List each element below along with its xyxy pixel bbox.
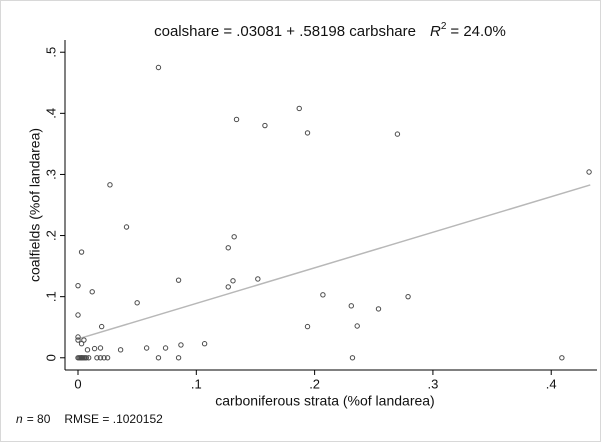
point <box>255 276 261 282</box>
point <box>84 347 91 353</box>
point <box>94 355 100 361</box>
point <box>123 224 130 230</box>
point <box>304 130 311 136</box>
point <box>107 182 113 188</box>
point <box>98 323 105 330</box>
point <box>405 293 411 300</box>
title-text: coalshare = .03081 + .58198 carbshare <box>154 23 416 40</box>
footnote-n: n <box>16 412 23 426</box>
point <box>155 64 162 71</box>
point <box>75 312 81 318</box>
point <box>155 355 162 361</box>
x-axis-label: carboniferous strata (%of landarea) <box>215 393 434 409</box>
point <box>296 105 302 112</box>
point <box>349 355 356 361</box>
point <box>201 341 208 347</box>
point <box>143 345 150 351</box>
point <box>97 345 104 351</box>
point <box>117 347 124 353</box>
point <box>134 300 140 306</box>
footnote-n-text: = 80 <box>27 412 51 426</box>
point <box>233 116 240 123</box>
point <box>104 355 111 361</box>
y-axis-label: coalfields (%of landarea) <box>27 128 43 282</box>
x-tick-label: 0 <box>74 376 81 391</box>
y-tick-label: .2 <box>43 230 58 241</box>
point <box>354 323 360 329</box>
point <box>175 355 182 361</box>
x-tick-label: .4 <box>546 376 557 391</box>
point <box>586 169 592 175</box>
point <box>89 289 95 295</box>
point <box>175 277 182 283</box>
point <box>225 245 231 251</box>
point <box>304 323 311 330</box>
point <box>81 337 87 343</box>
point <box>262 122 268 129</box>
y-tick-label: 0 <box>43 354 58 361</box>
y-tick-label: .3 <box>43 169 58 180</box>
r2-text: = 24.0% <box>450 23 505 40</box>
point <box>78 341 85 347</box>
point <box>75 334 81 340</box>
point <box>375 306 382 312</box>
point <box>231 234 237 240</box>
point <box>83 355 89 361</box>
footnote-rmse: RMSE = .1020152 <box>64 412 163 426</box>
point <box>85 355 92 361</box>
y-tick-label: .4 <box>43 108 58 119</box>
x-tick-label: .3 <box>427 376 438 391</box>
y-tick-label: .5 <box>43 47 58 58</box>
point <box>394 131 401 137</box>
point <box>78 249 85 255</box>
point <box>91 345 98 352</box>
point <box>559 355 565 361</box>
point <box>178 342 184 348</box>
y-tick-label: .1 <box>43 291 58 302</box>
point <box>75 337 81 343</box>
r2-superscript: 2 <box>441 21 447 32</box>
chart-title: coalshare = .03081 + .58198 carbshare R2 =… <box>154 21 506 40</box>
point <box>97 355 104 361</box>
x-tick-label: .1 <box>191 376 202 391</box>
point <box>225 284 231 290</box>
point <box>320 292 326 298</box>
point <box>348 303 354 309</box>
footnote: n = 80 RMSE = .1020152 <box>16 412 163 426</box>
r2-symbol: R <box>430 23 441 40</box>
point <box>101 355 107 361</box>
point <box>75 282 81 289</box>
point <box>162 345 169 351</box>
fit-line <box>77 184 591 340</box>
x-tick-label: .2 <box>309 376 320 391</box>
point <box>230 278 236 284</box>
